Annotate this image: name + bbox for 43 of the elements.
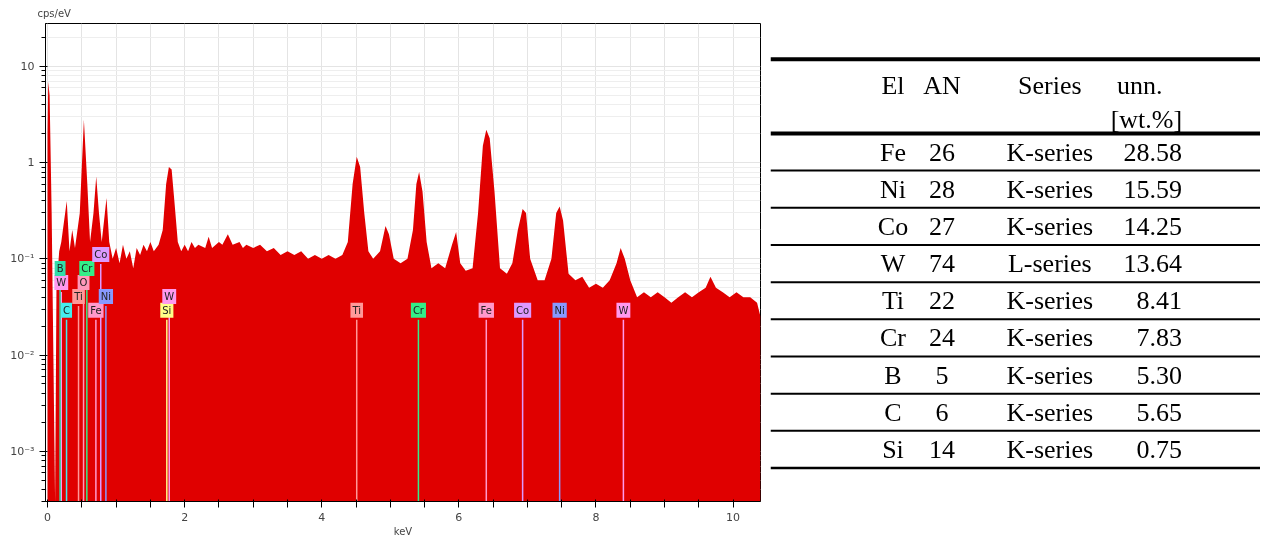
x-tick-label: 2 [181,510,189,524]
text: B 5 K-series 5.30 [884,360,1183,390]
ref-line-label: Co [94,248,108,260]
text: C 6 K-series 5.65 [884,397,1183,427]
x-tick-label: 4 [318,510,326,524]
text: Cr 24 K-series 7.83 [880,323,1183,353]
category-label: Series [1018,71,1082,101]
category-label: AN [923,71,961,101]
category-label: unn. [wt.%] [1110,71,1183,134]
x-axis-title: keV [393,525,413,537]
text: W 74 L-series 13.64 [880,249,1183,279]
y-axis-title: cps/eV [37,7,72,19]
text: Ti 22 K-series 8.41 [881,286,1183,316]
ref-line-label: Fe [480,304,492,316]
ref-line-label: Ni [100,290,112,302]
text: Co 27 K-series 14.25 [877,211,1183,241]
ref-line-label: B [56,262,64,274]
x-tick-label: 6 [455,510,463,524]
ref-line-label: C [63,304,71,316]
ref-line-label: Co [516,304,530,316]
y-tick-label: 1 [27,156,35,170]
ref-line-label: Ni [554,304,565,316]
ref-line-label: Fe [90,304,102,316]
x-tick-label: 10 [726,510,741,524]
category-label: El [881,71,905,101]
x-tick-label: 8 [592,510,600,524]
ref-line-label: Cr [81,262,94,274]
x-tick-label: 0 [44,510,52,524]
y-tick-label: 10 [20,60,35,74]
ref-line-label: W [56,276,67,288]
ref-line-label: Ti [73,290,83,302]
y-tick-label: 10⁻¹ [10,252,35,266]
ref-line-label: W [164,290,175,302]
text: Fe 26 K-series 28.58 [880,137,1183,167]
y-tick-label: 10⁻³ [10,444,35,458]
ref-line-label: W [618,304,629,316]
ref-line-label: Ti [351,304,362,316]
y-tick-label: 10⁻² [10,348,35,362]
text: Ni 28 K-series 15.59 [880,174,1183,204]
ref-line-label: Si [162,304,172,316]
text: Si 14 K-series 0.75 [882,434,1183,464]
ref-line-label: O [79,276,88,288]
ref-line-label: Cr [412,304,425,316]
